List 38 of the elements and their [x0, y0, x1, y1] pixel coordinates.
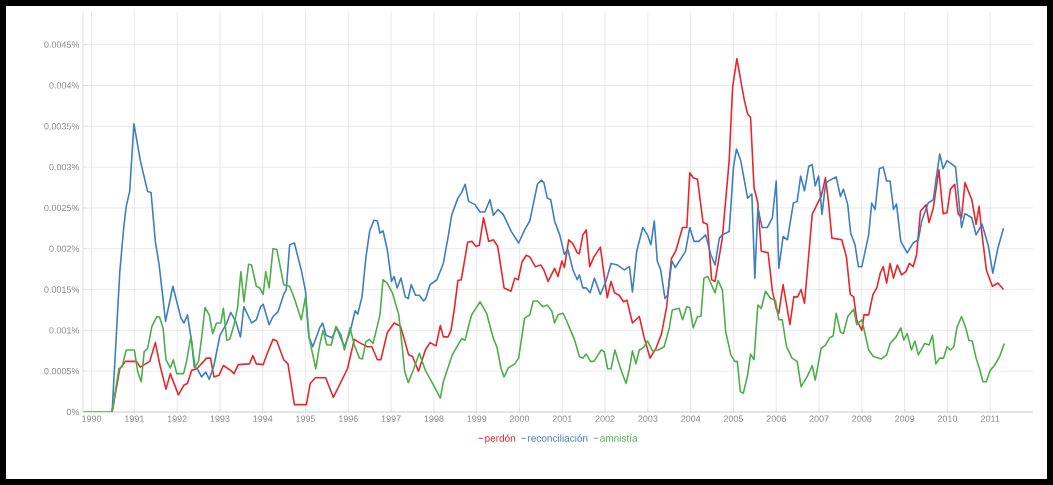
x-tick-label: 1991: [125, 415, 144, 422]
line-series: [111, 57, 1005, 412]
line-series: [111, 123, 1005, 412]
legend-label: reconciliación: [528, 434, 588, 442]
x-tick-label: 2001: [552, 415, 572, 422]
x-tick-label: 2009: [895, 415, 915, 422]
y-tick-label: 0.0045%: [44, 41, 80, 48]
x-tick-label: 1992: [167, 415, 187, 422]
x-tick-label: 1998: [424, 415, 444, 422]
x-tick-label: 2006: [766, 415, 786, 422]
x-tick-label: 2000: [509, 415, 530, 422]
x-tick-label: 2010: [937, 415, 958, 422]
y-tick-label: 0%: [66, 408, 80, 416]
y-tick-label: 0.004%: [49, 82, 80, 89]
y-tick-label: 0.0025%: [44, 204, 80, 212]
x-tick-label: 2007: [809, 415, 829, 422]
x-tick-label: 1990: [82, 415, 102, 422]
x-tick-label: 1993: [210, 415, 230, 422]
line-series: [83, 247, 1006, 412]
x-tick-label: 2005: [723, 415, 744, 422]
x-tick-label: 2008: [852, 415, 872, 422]
legend-label: amnistía: [600, 434, 638, 442]
x-tick-label: 1997: [381, 415, 401, 422]
y-tick-label: 0.0035%: [44, 123, 80, 130]
y-tick-label: 0.003%: [49, 163, 80, 171]
legend-label: perdón: [485, 434, 516, 444]
y-tick-label: 0.0015%: [44, 286, 80, 293]
x-tick-label: 2003: [638, 415, 658, 422]
y-tick-label: 0.002%: [49, 245, 80, 252]
x-tick-label: 2004: [681, 415, 701, 422]
x-tick-label: 2002: [595, 415, 615, 422]
y-tick-label: 0.0005%: [44, 367, 80, 375]
x-tick-label: 2011: [980, 415, 1000, 422]
x-tick-label: 1996: [339, 415, 358, 422]
y-tick-label: 0.001%: [49, 327, 80, 334]
x-tick-label: 1999: [467, 415, 487, 422]
x-tick-label: 1995: [296, 415, 316, 422]
x-tick-label: 1994: [253, 415, 273, 422]
